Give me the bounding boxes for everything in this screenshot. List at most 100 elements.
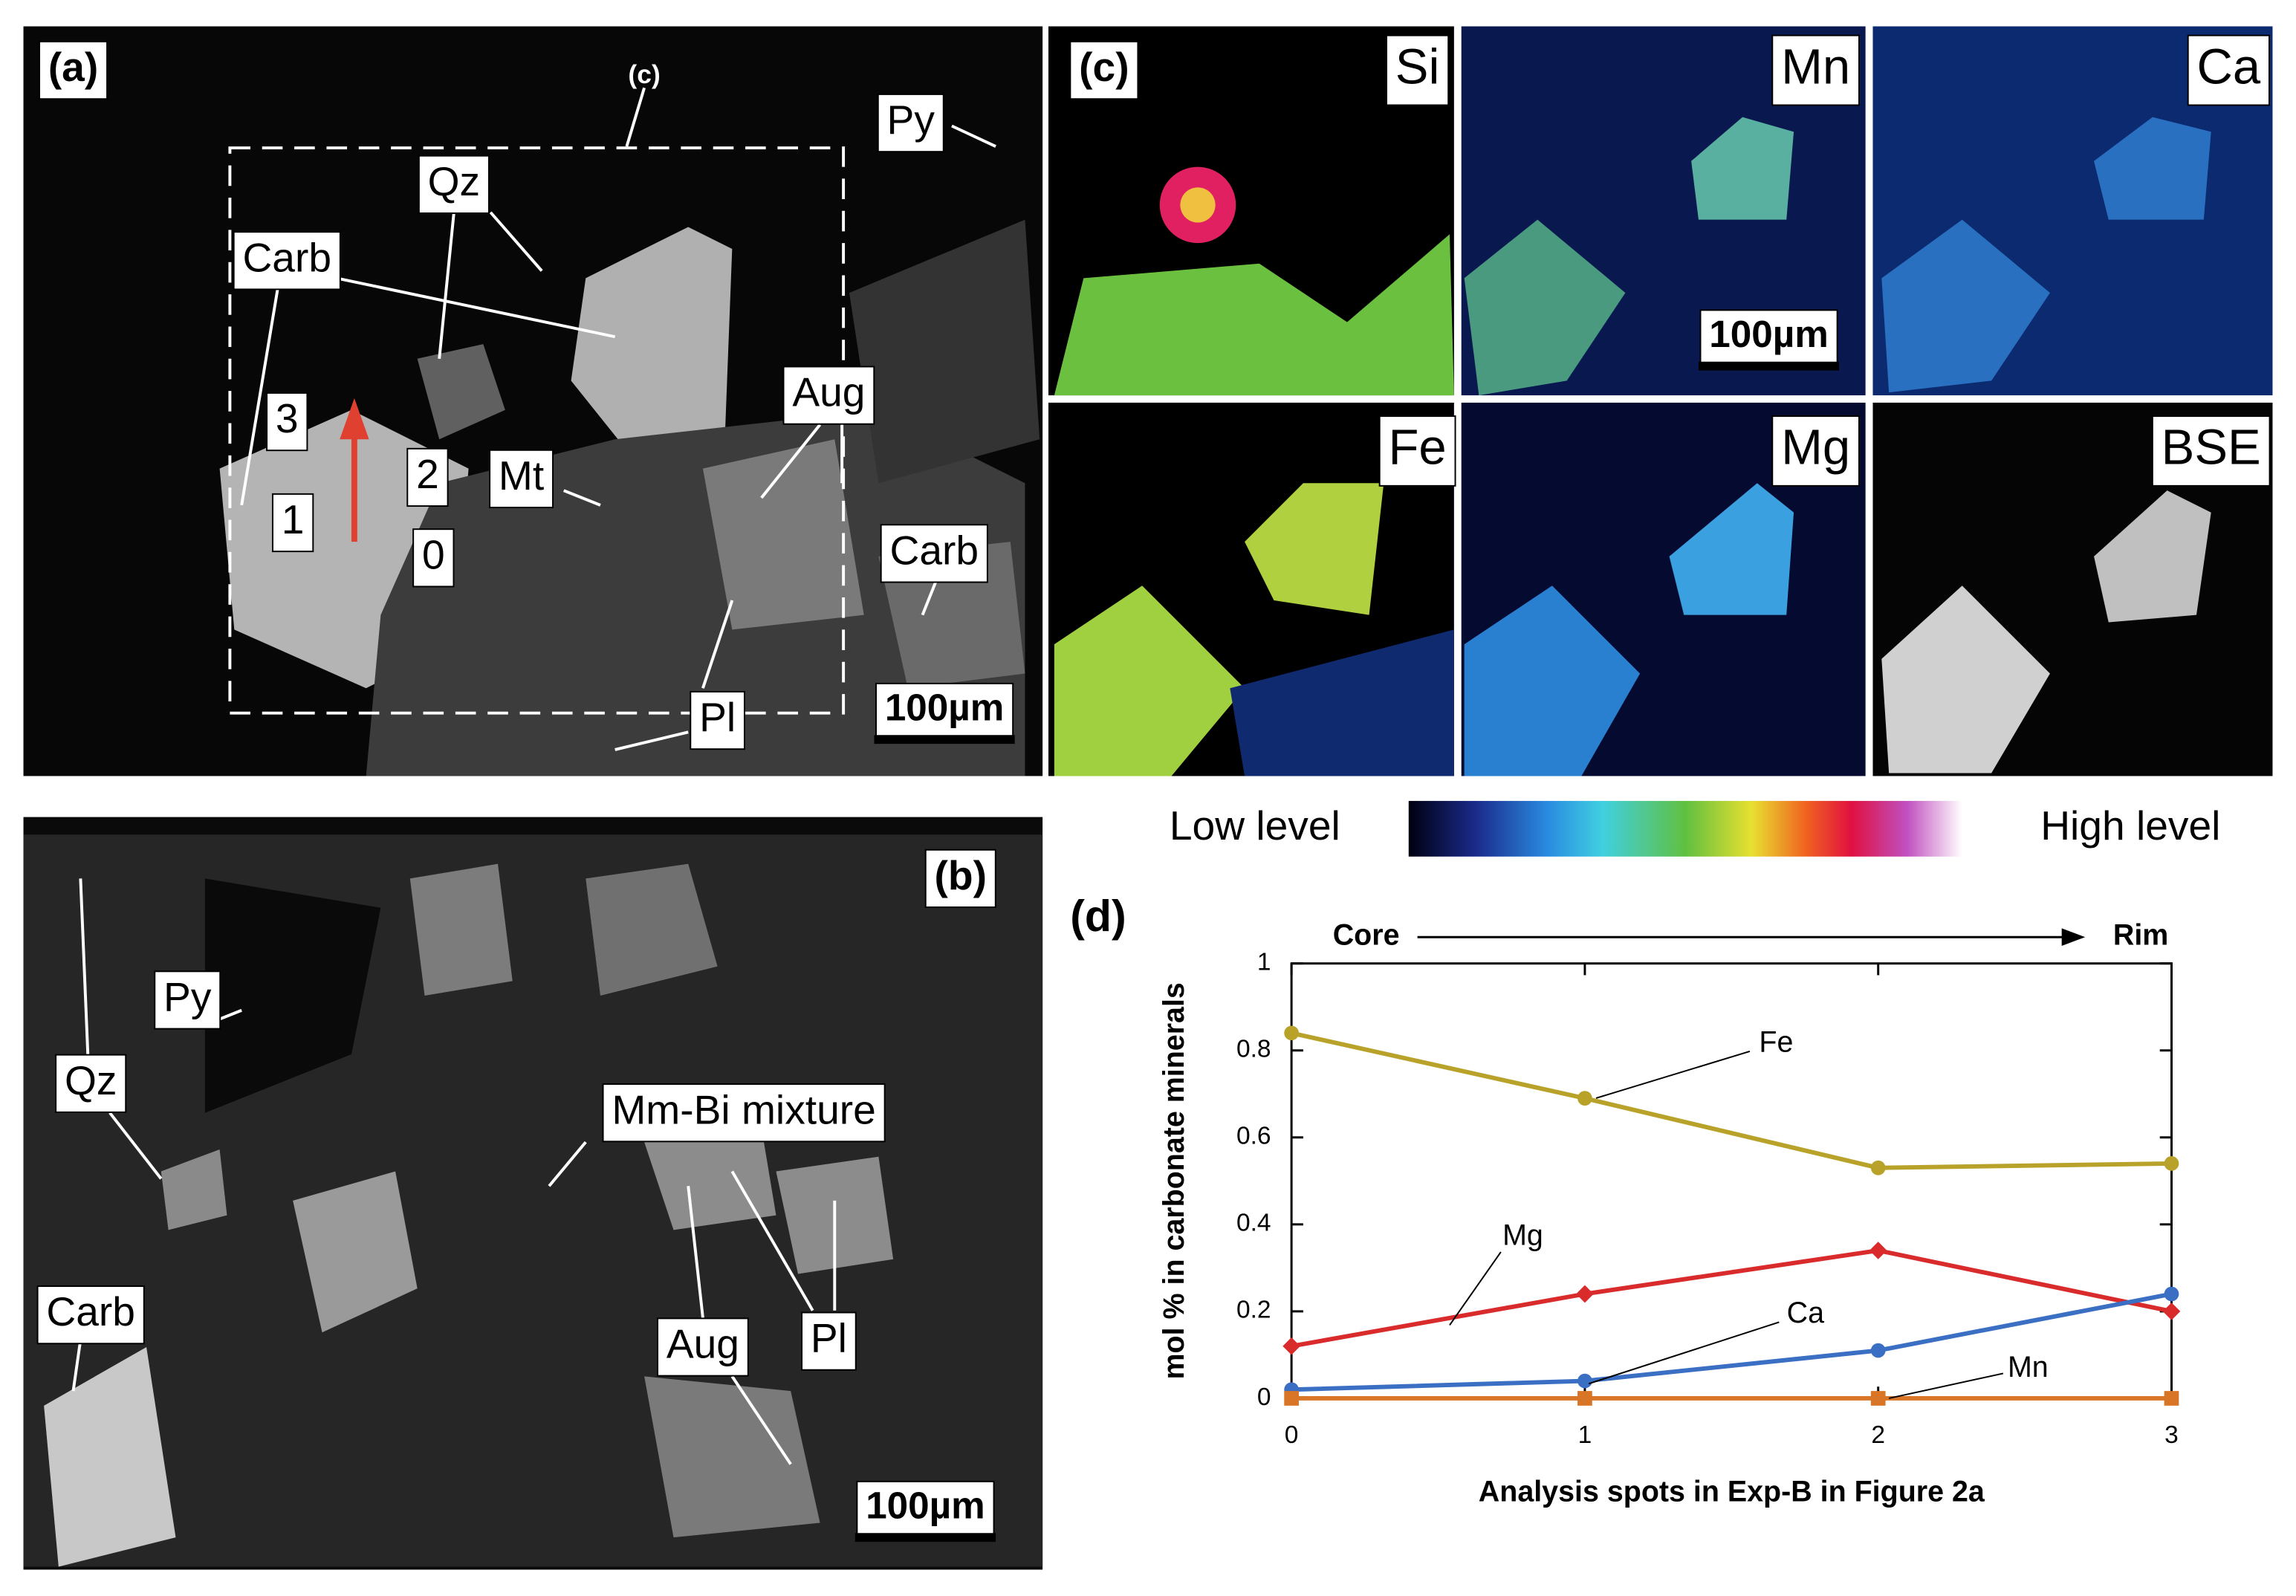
map-label: BSE — [2162, 420, 2261, 476]
mineral-label-box — [880, 524, 988, 583]
map-label-box — [1771, 415, 1860, 487]
mineral-label-box — [801, 1311, 857, 1371]
mineral-label: 2 — [416, 451, 439, 497]
data-point — [2164, 1156, 2179, 1171]
colorbar — [1408, 800, 1962, 857]
series-line — [1291, 1291, 2173, 1392]
mineral-label-box — [154, 970, 221, 1030]
panel-label: (c) — [1079, 44, 1129, 90]
x-tick-label: 3 — [2164, 1421, 2179, 1449]
chart-label: (d) — [1070, 891, 1126, 941]
mineral-label: Py — [887, 97, 935, 143]
map-label: Ca — [2197, 39, 2261, 94]
mineral-label-box — [657, 1317, 749, 1377]
x-tick-label: 0 — [1285, 1421, 1299, 1449]
data-point — [1282, 1337, 1300, 1355]
scale-bar: 100µm — [885, 686, 1005, 728]
data-point — [1577, 1091, 1592, 1106]
mineral-label: Mm-Bi mixture — [612, 1086, 875, 1132]
series-line — [1291, 1248, 2173, 1349]
core-label: Core — [1333, 919, 1400, 952]
mineral-label: Aug — [667, 1321, 739, 1367]
plot-frame — [1290, 962, 2173, 1400]
mineral-label-box — [602, 1083, 886, 1143]
panel-label: (b) — [935, 852, 987, 898]
mineral-label-box — [782, 366, 875, 425]
y-tick-label: 0.8 — [1236, 1036, 1271, 1063]
map-label-box — [1386, 34, 1450, 106]
data-point — [2164, 1391, 2179, 1406]
element-maps — [1048, 26, 2273, 776]
mineral-label: Mt — [499, 452, 544, 499]
panel-label: (a) — [48, 44, 98, 90]
data-point — [2162, 1303, 2181, 1320]
y-tick-label: 0 — [1257, 1383, 1271, 1411]
legend-leader — [1449, 1251, 1502, 1326]
profile-arrowhead — [340, 398, 369, 440]
mineral-label-box — [690, 690, 745, 750]
scale-bar: 100µm — [866, 1484, 985, 1526]
mineral-label-box — [489, 449, 554, 509]
mineral-label: 0 — [422, 531, 445, 577]
data-point — [1870, 1160, 1886, 1175]
mineral-label-box — [418, 155, 490, 214]
panel-label-box — [39, 40, 108, 100]
series-line — [1291, 1031, 2172, 1170]
legend-leader — [1588, 1321, 1780, 1385]
y-tick-label: 1 — [1257, 949, 1271, 976]
data-point — [1284, 1025, 1299, 1041]
x-axis-title: Analysis spots in Exp-B in Figure 2a — [1479, 1475, 1985, 1508]
legend-leader — [1888, 1372, 2004, 1399]
mineral-label-box — [877, 93, 944, 153]
mineral-label-box — [271, 493, 314, 553]
map-label-box — [2151, 415, 2271, 487]
map-label: Mg — [1781, 420, 1850, 476]
y-tick-label: 0.2 — [1236, 1297, 1271, 1324]
mineral-label: Qz — [65, 1057, 117, 1103]
mineral-label-box — [406, 447, 449, 507]
data-point — [2164, 1286, 2179, 1302]
legend-label: Mn — [2008, 1351, 2049, 1383]
mineral-label: Qz — [428, 158, 480, 204]
mineral-label-box — [55, 1054, 127, 1113]
data-point — [1577, 1391, 1592, 1406]
mineral-label: Carb — [46, 1288, 135, 1334]
legend-label: Ca — [1787, 1297, 1824, 1329]
rim-label: Rim — [2113, 919, 2168, 952]
mineral-label: Pl — [811, 1315, 847, 1361]
mineral-label-box — [412, 528, 455, 588]
inset-label: (c) — [628, 59, 660, 89]
panel-b-grains — [23, 834, 1043, 1567]
mineral-label-box — [36, 1285, 145, 1345]
chart-d: (d) 0 0.2 0.4 0.6 0.8 1 0 1 2 3 Analysis spots in E… — [1070, 891, 2181, 1508]
scale-bar: 100µm — [1709, 313, 1829, 355]
legend-label: Mg — [1502, 1219, 1543, 1252]
mineral-label: Py — [163, 974, 212, 1020]
scale-bar-box — [1699, 309, 1838, 365]
data-point — [1870, 1343, 1886, 1358]
data-point — [1870, 1391, 1886, 1406]
data-point — [1577, 1373, 1592, 1389]
colorbar-low: Low level — [1170, 802, 1340, 849]
legend-label: Fe — [1759, 1025, 1793, 1058]
mineral-label: 3 — [276, 395, 299, 441]
x-tick-label: 1 — [1578, 1421, 1592, 1449]
y-tick-label: 0.6 — [1236, 1123, 1271, 1150]
data-point — [1284, 1391, 1299, 1406]
panel-label-box — [1069, 40, 1139, 100]
y-axis-title: mol % in carbonate minerals — [1158, 982, 1190, 1379]
map-label-box — [1771, 34, 1860, 106]
panel-label-box — [924, 849, 996, 908]
map-label: Si — [1395, 39, 1440, 94]
legend-leader — [1595, 1050, 1751, 1099]
map-label: Fe — [1389, 420, 1447, 476]
colorbar-high: High level — [2040, 802, 2220, 849]
core-rim-arrowhead — [2061, 928, 2086, 947]
mineral-label-box — [233, 231, 341, 291]
mineral-label-box — [266, 392, 308, 452]
map-label-box — [2187, 34, 2270, 106]
mineral-label: Carb — [242, 234, 331, 280]
map-label-box — [1378, 415, 1456, 487]
mineral-label: Carb — [890, 527, 979, 573]
